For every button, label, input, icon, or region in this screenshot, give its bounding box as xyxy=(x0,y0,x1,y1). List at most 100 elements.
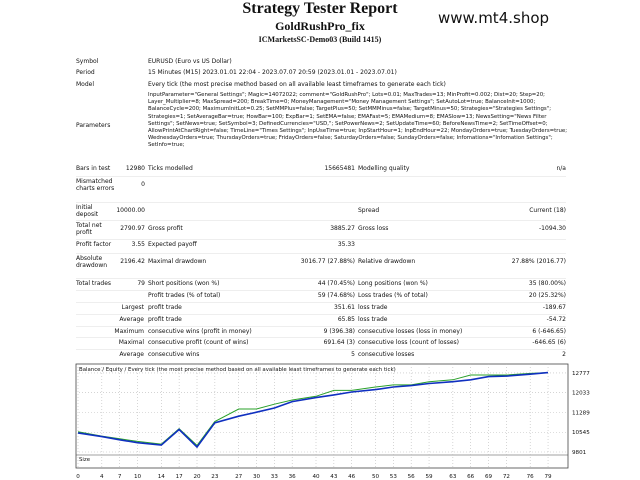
x-tick-label: 50 xyxy=(372,474,380,480)
x-tick-label: 56 xyxy=(408,474,416,480)
row-separator xyxy=(76,302,566,303)
stat-label: Average xyxy=(119,316,144,323)
stat-label: consecutive losses (loss in money) xyxy=(358,328,463,335)
stat-value: -1094.30 xyxy=(539,225,566,232)
detail-value: Every tick (the most precise method base… xyxy=(148,81,446,88)
row-separator xyxy=(76,176,566,177)
stat-value: 3016.77 (27.88%) xyxy=(300,258,355,265)
stat-value: -189.67 xyxy=(542,304,566,311)
x-tick-label: 72 xyxy=(503,474,510,480)
detail-value: EURUSD (Euro vs US Dollar) xyxy=(148,58,232,65)
x-tick-label: 27 xyxy=(235,474,243,480)
x-tick-label: 59 xyxy=(425,474,433,480)
row-separator xyxy=(76,202,566,203)
stat-label: Initial deposit xyxy=(76,204,99,218)
x-tick-label: 17 xyxy=(176,474,184,480)
detail-label: Model xyxy=(76,81,95,88)
x-tick-label: 10 xyxy=(134,474,142,480)
stat-value: 2 xyxy=(562,351,566,358)
x-tick-label: 7 xyxy=(118,474,122,480)
stat-label: Profit factor xyxy=(76,241,112,248)
stat-label: Maximal xyxy=(118,339,144,346)
stat-label: Loss trades (% of total) xyxy=(358,292,428,299)
x-tick-label: 76 xyxy=(527,474,535,480)
row-separator xyxy=(76,239,566,240)
stat-value: 10000.00 xyxy=(116,207,145,214)
stat-label: loss trade xyxy=(358,316,388,323)
stat-value: 44 (70.45%) xyxy=(317,280,355,287)
stat-value: 35 (80.00%) xyxy=(528,280,566,287)
stat-value: 35.33 xyxy=(337,241,355,248)
detail-value: InputParameter="General Settings"; Magic… xyxy=(148,92,568,149)
x-tick-label: 66 xyxy=(467,474,475,480)
x-tick-label: 79 xyxy=(544,474,552,480)
stat-label: consecutive losses xyxy=(358,351,415,358)
x-tick-label: 4 xyxy=(100,474,104,480)
x-tick-label: 20 xyxy=(193,474,201,480)
stat-value: Current (18) xyxy=(529,207,566,214)
stat-label: Maximal drawdown xyxy=(148,258,207,265)
detail-label: Symbol xyxy=(76,58,99,65)
row-separator xyxy=(76,326,566,327)
x-tick-label: 36 xyxy=(289,474,297,480)
stat-label: consecutive wins xyxy=(148,351,200,358)
stat-label: Bars in test xyxy=(76,165,111,172)
stat-label: Long positions (won %) xyxy=(358,280,428,287)
stat-label: Spread xyxy=(358,207,380,214)
graph-frame xyxy=(75,363,569,469)
stat-label: Profit trades (% of total) xyxy=(148,292,221,299)
stat-label: consecutive wins (profit in money) xyxy=(148,328,252,335)
stat-label: Gross profit xyxy=(148,225,183,232)
detail-value: 15 Minutes (M15) 2023.01.01 22:04 - 2023… xyxy=(148,69,397,76)
x-tick-label: 43 xyxy=(330,474,338,480)
stat-value: 351.61 xyxy=(334,304,355,311)
stat-label: Absolute drawdown xyxy=(76,255,108,269)
stat-value: 27.88% (2016.77) xyxy=(511,258,566,265)
stat-value: 5 xyxy=(351,351,355,358)
series-line xyxy=(77,371,549,449)
y-tick-label: 11289 xyxy=(572,410,590,416)
row-separator xyxy=(76,349,566,350)
stat-label: Short positions (won %) xyxy=(148,280,220,287)
report-title: Strategy Tester Report xyxy=(242,0,398,17)
stat-value: 6 (-646.65) xyxy=(532,328,566,335)
stat-label: Ticks modelled xyxy=(148,165,193,172)
x-tick-label: 46 xyxy=(348,474,356,480)
y-tick-label: 10545 xyxy=(572,430,590,436)
stat-label: Modelling quality xyxy=(358,165,410,172)
server: ICMarketsSC-Demo03 (Build 1415) xyxy=(258,35,382,44)
stat-value: 59 (74.68%) xyxy=(317,292,355,299)
stat-value: -54.72 xyxy=(546,316,566,323)
stat-label: Relative drawdown xyxy=(358,258,416,265)
stat-value: 691.64 (3) xyxy=(323,339,355,346)
stat-value: 2196.42 xyxy=(120,258,145,265)
series-line xyxy=(77,372,549,447)
x-tick-label: 33 xyxy=(271,474,279,480)
stat-label: consecutive loss (count of losses) xyxy=(358,339,459,346)
y-tick-label: 12033 xyxy=(572,391,590,397)
y-tick-label: 12777 xyxy=(572,371,590,377)
x-tick-label: 40 xyxy=(312,474,320,480)
stat-value: 2790.97 xyxy=(120,225,145,232)
detail-label: Parameters xyxy=(76,122,111,129)
stat-value: -646.65 (6) xyxy=(532,339,566,346)
stat-value: 0 xyxy=(141,181,145,188)
graph-legend: Balance / Equity / Every tick (the most … xyxy=(79,367,396,373)
stat-value: 20 (25.32%) xyxy=(528,292,566,299)
stat-label: Total trades xyxy=(76,280,112,287)
stat-value: 3.55 xyxy=(131,241,145,248)
x-tick-label: 53 xyxy=(390,474,398,480)
row-separator xyxy=(76,314,566,315)
stat-label: consecutive profit (count of wins) xyxy=(148,339,249,346)
x-tick-label: 30 xyxy=(253,474,261,480)
x-tick-label: 0 xyxy=(76,474,80,480)
stat-label: Largest xyxy=(121,304,144,311)
stat-value: 79 xyxy=(137,280,145,287)
stat-value: 3885.27 xyxy=(330,225,355,232)
row-separator xyxy=(76,253,566,254)
stat-label: Total net profit xyxy=(76,222,102,236)
x-tick-label: 63 xyxy=(449,474,457,480)
stat-value: 12980 xyxy=(125,165,145,172)
stat-label: loss trade xyxy=(358,304,388,311)
